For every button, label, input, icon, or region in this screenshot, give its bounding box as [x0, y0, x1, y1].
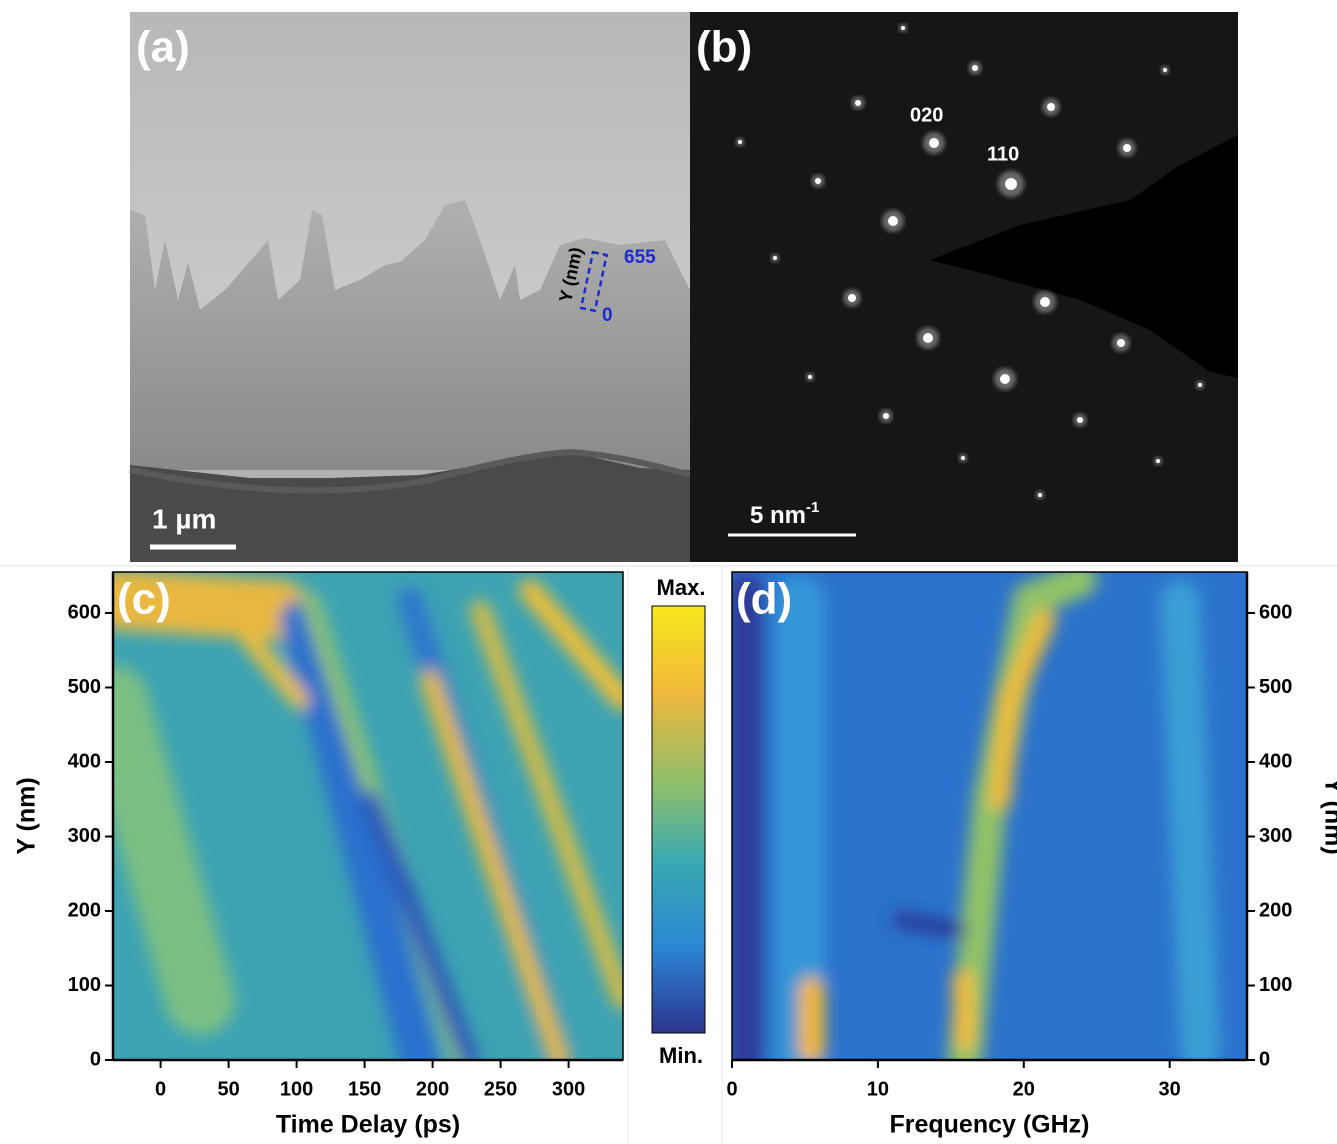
spot [848, 294, 856, 302]
spot [773, 256, 777, 260]
y-tick-label: 0 [1259, 1048, 1270, 1070]
spot [738, 140, 742, 144]
y-tick-label: 300 [1259, 825, 1292, 847]
spot [1040, 297, 1050, 307]
x-tick-label: 10 [867, 1078, 889, 1100]
spot [972, 65, 978, 71]
x-tick-label: 100 [280, 1078, 313, 1100]
y-tick-label: 400 [1259, 750, 1292, 772]
spot [923, 333, 933, 343]
spot [1117, 339, 1125, 347]
y-tick-label: 200 [1259, 899, 1292, 921]
spot [1156, 459, 1160, 463]
spot [1000, 374, 1010, 384]
spot [1123, 144, 1131, 152]
spot [929, 138, 939, 148]
figure: 655 0 Y (nm) (a) 1 µm 020 110 (b) 5 nm-1 [0, 0, 1337, 1144]
colorbar: Max. Min. [652, 575, 705, 1068]
y-tick-label: 0 [90, 1048, 101, 1070]
scale-bar-text: 5 nm [750, 502, 806, 529]
y-tick-label: 500 [68, 676, 101, 698]
x-tick-label: 200 [416, 1078, 449, 1100]
spot [888, 216, 898, 226]
colorbar-min: Min. [659, 1043, 703, 1068]
spot [1077, 417, 1083, 423]
panel-label: (c) [117, 575, 171, 624]
region-bottom: 0 [602, 305, 613, 326]
x-tick-label: 250 [484, 1078, 517, 1100]
spot [1047, 103, 1055, 111]
x-tick-label: 30 [1159, 1078, 1181, 1100]
panel-a: 655 0 Y (nm) (a) 1 µm [130, 12, 690, 562]
spot [1198, 383, 1202, 387]
x-tick-label: 300 [552, 1078, 585, 1100]
y-tick-label: 600 [68, 601, 101, 623]
scale-bar-exponent: -1 [806, 499, 819, 516]
colorbar-max: Max. [657, 575, 706, 600]
x-tick-label: 0 [726, 1078, 737, 1100]
y-tick-label: 500 [1259, 676, 1292, 698]
x-tick-label: 150 [348, 1078, 381, 1100]
colorbar-scale [652, 606, 705, 1033]
x-axis-title: Time Delay (ps) [276, 1111, 460, 1139]
y-tick-label: 200 [68, 899, 101, 921]
panel-label: (b) [696, 23, 752, 72]
spot [815, 178, 821, 184]
heatmap-c [113, 572, 623, 1060]
spot [1163, 68, 1167, 72]
y-axis-title: Y (nm) [13, 777, 41, 854]
y-axis-title: Y (nm) [1319, 777, 1337, 854]
panel-label: (a) [136, 23, 190, 72]
y-tick-label: 100 [68, 974, 101, 996]
scale-bar-label: 1 µm [152, 503, 216, 534]
panel-b: 020 110 (b) 5 nm-1 [690, 12, 1238, 562]
spot [901, 26, 905, 30]
panel-label: (d) [736, 575, 792, 624]
spot [1005, 178, 1017, 190]
spot [883, 413, 889, 419]
y-tick-label: 300 [68, 825, 101, 847]
spot [1038, 493, 1042, 497]
x-tick-label: 50 [217, 1078, 239, 1100]
heatmap-d [732, 572, 1247, 1060]
x-tick-label: 20 [1013, 1078, 1035, 1100]
x-axis-title: Frequency (GHz) [889, 1111, 1089, 1139]
spot-label: 110 [987, 143, 1019, 165]
y-tick-label: 400 [68, 750, 101, 772]
region-top: 655 [624, 247, 656, 268]
spot [961, 456, 965, 460]
y-tick-label: 100 [1259, 974, 1292, 996]
y-tick-label: 600 [1259, 601, 1292, 623]
spot [855, 100, 861, 106]
spot-label: 020 [910, 104, 943, 126]
x-tick-label: 0 [155, 1078, 166, 1100]
spot [808, 375, 812, 379]
